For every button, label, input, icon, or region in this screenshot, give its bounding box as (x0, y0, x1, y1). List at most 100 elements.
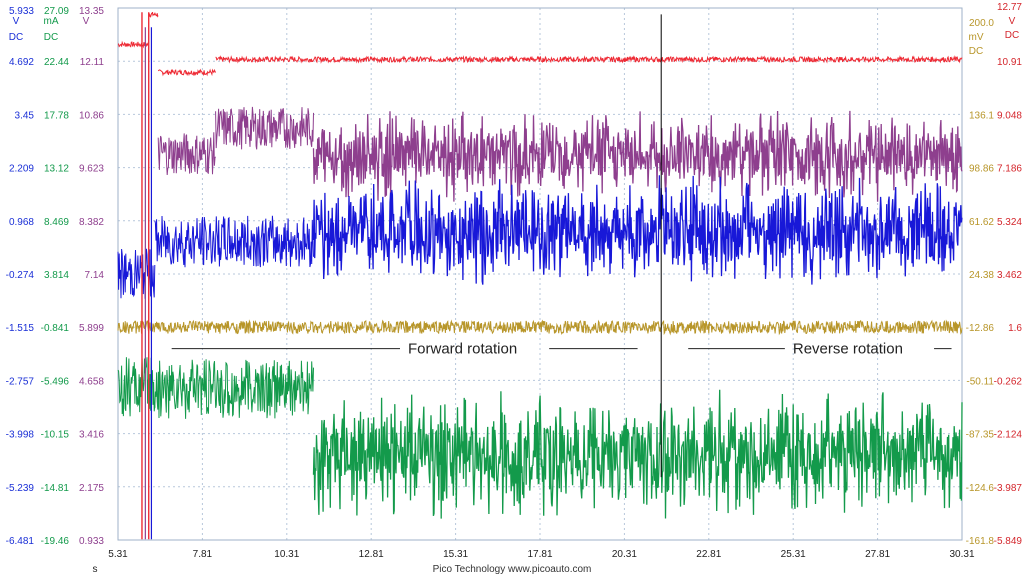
axis-unit: mA (44, 16, 59, 27)
tick-label: 136.1 (969, 110, 994, 121)
trace-segment (312, 110, 963, 202)
tick-label: 8.382 (79, 217, 104, 228)
tick-label: 3.416 (79, 430, 104, 441)
tick-label: -50.11 (966, 376, 994, 387)
trace-segment (117, 40, 150, 49)
tick-label: 61.62 (969, 217, 994, 228)
axis-head: 12.77 (997, 2, 1022, 13)
x-tick-label: 12.81 (359, 549, 384, 560)
trace-segment (215, 106, 314, 150)
x-axis-unit: s (93, 564, 98, 575)
axis-unit: V (13, 16, 20, 27)
trace-segment (312, 389, 963, 519)
tick-label: 7.14 (85, 270, 105, 281)
x-tick-label: 22.81 (696, 549, 721, 560)
trace-segment (154, 215, 314, 268)
traces (117, 11, 963, 540)
tick-label: 2.175 (79, 483, 104, 494)
tick-label: -124.6 (966, 483, 995, 494)
tick-label: 8.469 (44, 217, 69, 228)
annotation-2: Reverse rotation (688, 341, 952, 358)
tick-label: -2.757 (6, 376, 35, 387)
tick-label: 9.623 (79, 164, 104, 175)
tick-label: 0.968 (9, 217, 34, 228)
x-tick-label: 10.31 (274, 549, 299, 560)
x-tick-label: 30.31 (949, 549, 974, 560)
tick-label: 4.658 (79, 376, 104, 387)
axis-unit: V (1009, 16, 1016, 27)
tick-label: 98.86 (969, 164, 994, 175)
tick-label: 4.692 (9, 57, 34, 68)
x-tick-label: 25.31 (781, 549, 806, 560)
tick-label: 5.899 (79, 323, 104, 334)
tick-label: -5.239 (6, 483, 35, 494)
x-tick-label: 27.81 (865, 549, 890, 560)
tick-label: -2.124 (994, 430, 1023, 441)
tick-label: -6.481 (6, 536, 35, 547)
tick-label: 3.45 (15, 110, 35, 121)
tick-label: 5.324 (997, 217, 1022, 228)
tick-label: 3.814 (44, 270, 69, 281)
tick-label: -12.86 (966, 323, 995, 334)
series-1 (117, 11, 963, 77)
x-tick-label: 17.81 (527, 549, 552, 560)
tick-label: 12.11 (80, 57, 105, 68)
tick-label: 10.91 (997, 57, 1022, 68)
x-tick-label: 5.31 (108, 549, 128, 560)
right-axis-1: 200.0 mV DC 136.1 98.86 61.62 24.38 -12.86 -50.1… (966, 18, 995, 547)
tick-label: 7.186 (997, 164, 1022, 175)
tick-label: 1.6 (1008, 323, 1022, 334)
left-axis-2: mA DC 27.09 22.44 17.78 13.12 8.469 3.814 -0.841… (41, 6, 70, 547)
trace-segment (148, 11, 159, 18)
tick-label: 9.048 (997, 110, 1022, 121)
tick-label: -5.849 (994, 536, 1023, 547)
tick-label: -161.8 (966, 536, 995, 547)
trace-segment (312, 175, 963, 285)
footer-text: Pico Technology www.picoauto.com (433, 564, 592, 575)
tick-label: -10.15 (41, 430, 70, 441)
tick-label: 13.35 (79, 6, 104, 17)
tick-label: -0.841 (41, 323, 70, 334)
tick-label: -5.496 (41, 376, 70, 387)
annotations: Forward rotation Reverse rotation (171, 14, 952, 478)
tick-label: -0.274 (6, 270, 35, 281)
tick-label: 5.933 (9, 6, 34, 17)
left-axis-1: V DC 5.933 4.692 3.45 2.209 0.968 -0.274 -1.515 -… (6, 6, 35, 547)
series-2 (157, 106, 963, 202)
tick-label: 3.462 (997, 270, 1022, 281)
series-4 (117, 319, 963, 336)
tick-label: 24.38 (969, 270, 994, 281)
x-tick-label: 7.81 (193, 549, 213, 560)
tick-label: -19.46 (41, 536, 70, 547)
left-axis-3: V13.35 12.11 10.86 9.623 8.382 7.14 5.899 4.658… (79, 6, 104, 547)
x-tick-label: 15.31 (443, 549, 468, 560)
annotation-1: Forward rotation (171, 341, 638, 358)
trace-segment (157, 68, 217, 77)
startup-spikes (141, 12, 153, 540)
annotation-label: Forward rotation (408, 341, 517, 358)
axis-unit: V (83, 16, 90, 27)
tick-label: 27.09 (44, 6, 69, 17)
tick-label: 2.209 (9, 164, 34, 175)
right-axis-2: 12.77 V DC 10.91 9.048 7.186 5.324 3.462 1.6 -0.2… (994, 2, 1023, 547)
tick-label: 13.12 (44, 164, 69, 175)
tick-label: -0.262 (994, 376, 1023, 387)
annotation-label: Reverse rotation (793, 341, 903, 358)
tick-label: -1.515 (6, 323, 35, 334)
trace-segment (154, 359, 314, 419)
tick-label: -3.998 (6, 430, 35, 441)
tick-label: -14.81 (41, 483, 70, 494)
axes: VDC5.9334.6923.452.2090.968-0.274-1.515-… (6, 2, 1023, 575)
tick-label: 17.78 (44, 110, 69, 121)
axis-head: 200.0 (969, 18, 994, 29)
x-axis: 5.31 7.81 10.31 12.81 15.31 17.81 20.31 22.81 25… (93, 549, 975, 575)
axis-coupling: DC (44, 32, 58, 43)
trace-segment (117, 319, 963, 336)
x-tick-label: 20.31 (612, 549, 637, 560)
tick-label: 10.86 (79, 110, 104, 121)
axis-coupling: DC (1005, 30, 1019, 41)
tick-label: 22.44 (44, 57, 69, 68)
tick-label: 0.933 (79, 536, 104, 547)
trace-segment (215, 55, 963, 64)
